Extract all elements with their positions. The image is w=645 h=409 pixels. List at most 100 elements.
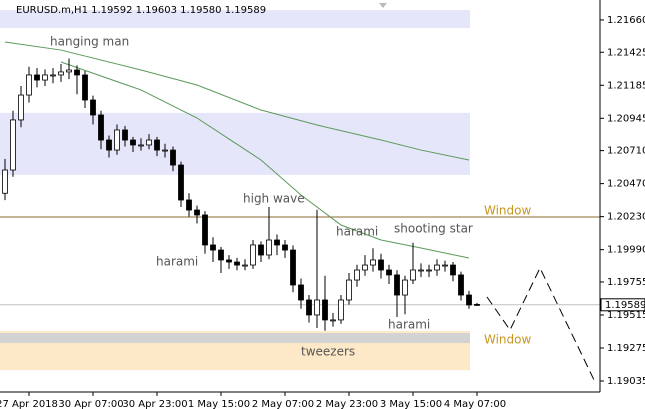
candle-body xyxy=(250,244,256,266)
candle-body xyxy=(202,214,208,246)
candle-body xyxy=(274,239,280,246)
candle-body xyxy=(298,284,304,301)
x-tick-label: 30 Apr 23:00 xyxy=(122,399,187,409)
annotation: Window xyxy=(484,333,532,347)
y-tick-label: 1.20710 xyxy=(607,146,645,157)
candle-body xyxy=(458,274,464,296)
candle-body xyxy=(394,274,400,296)
x-tick-label: 27 Apr 2018 xyxy=(0,399,58,409)
candle-body xyxy=(74,69,80,76)
annotation: harami xyxy=(336,225,378,239)
candle-body xyxy=(386,269,392,276)
price-label-box xyxy=(600,298,645,312)
price-label: 1.19589 xyxy=(605,300,645,311)
candle-body xyxy=(418,269,424,272)
candle-body xyxy=(50,74,56,77)
candle-body xyxy=(266,239,272,256)
y-tick-label: 1.21425 xyxy=(607,47,645,58)
annotation: shooting star xyxy=(394,222,473,236)
candle-body xyxy=(378,259,384,271)
annotation: tweezers xyxy=(301,345,355,359)
x-tick-label: 30 Apr 07:00 xyxy=(58,399,123,409)
y-tick-label: 1.19515 xyxy=(607,310,645,321)
shift-marker xyxy=(379,3,387,8)
y-tick-label: 1.19990 xyxy=(607,245,645,256)
candle-body xyxy=(2,169,8,194)
candle-body xyxy=(450,264,456,276)
x-tick-label: 2 May 23:00 xyxy=(316,399,378,409)
x-tick-label: 3 May 15:00 xyxy=(380,399,442,409)
candle-body xyxy=(306,299,312,316)
candle-body xyxy=(474,303,480,306)
y-tick-label: 1.19275 xyxy=(607,343,645,354)
candle-body xyxy=(442,264,448,267)
candle-body xyxy=(18,94,24,121)
zone xyxy=(0,10,470,29)
moving-average xyxy=(60,61,470,259)
y-tick-label: 1.20945 xyxy=(607,113,645,124)
x-tick-label: 2 May 07:00 xyxy=(252,399,314,409)
candle-body xyxy=(434,264,440,271)
candle-body xyxy=(218,249,224,261)
candle-body xyxy=(162,149,168,152)
y-tick-label: 1.20230 xyxy=(607,212,645,223)
candle-body xyxy=(170,149,176,166)
candle-body xyxy=(402,279,408,296)
candle-body xyxy=(210,244,216,251)
forecast-path xyxy=(486,266,596,383)
candle-body xyxy=(10,119,16,171)
candle-body xyxy=(362,264,368,271)
y-tick-label: 1.21185 xyxy=(607,80,645,91)
candle-body xyxy=(154,139,160,151)
candle-body xyxy=(186,199,192,211)
candle-body xyxy=(258,244,264,256)
candle-body xyxy=(194,209,200,216)
y-tick-label: 1.19035 xyxy=(607,376,645,387)
candle-body xyxy=(178,164,184,201)
candle-body xyxy=(106,139,112,151)
candle-body xyxy=(322,299,328,321)
candle-body xyxy=(354,269,360,281)
candle-body xyxy=(290,249,296,286)
candle-body xyxy=(426,269,432,272)
candle-body xyxy=(410,269,416,281)
candle-body xyxy=(338,299,344,321)
candle-body xyxy=(66,69,72,73)
candle-body xyxy=(314,299,320,316)
candle-body xyxy=(34,74,40,81)
candle-body xyxy=(90,99,96,116)
zone xyxy=(0,112,470,175)
candle-body xyxy=(122,129,128,141)
candle-body xyxy=(130,139,136,146)
candle-body xyxy=(466,294,472,306)
candle-body xyxy=(370,259,376,266)
candle-body xyxy=(282,244,288,251)
y-tick-label: 1.21660 xyxy=(607,15,645,26)
annotation: Window xyxy=(484,204,532,218)
zone xyxy=(0,332,470,344)
candle-body xyxy=(42,74,48,81)
candle-body xyxy=(330,319,336,322)
candle-body xyxy=(138,144,144,147)
y-tick-label: 1.19755 xyxy=(607,277,645,288)
candle-body xyxy=(26,74,32,96)
candle-body xyxy=(346,279,352,301)
y-tick-label: 1.20470 xyxy=(607,179,645,190)
annotation: harami xyxy=(156,255,198,269)
candle-body xyxy=(82,74,88,101)
candle-body xyxy=(234,261,240,266)
x-tick-label: 1 May 15:00 xyxy=(188,399,250,409)
x-tick-label: 4 May 07:00 xyxy=(444,399,506,409)
candle-body xyxy=(242,264,248,267)
annotation: hanging man xyxy=(50,35,129,49)
annotation: high wave xyxy=(243,192,305,206)
candle-body xyxy=(146,139,152,146)
candle-body xyxy=(226,259,232,263)
moving-average xyxy=(4,41,470,161)
candle-body xyxy=(58,71,64,76)
annotation: harami xyxy=(388,318,430,332)
chart-title: EURUSD.m,H1 1.19592 1.19603 1.19580 1.19… xyxy=(16,5,266,16)
candle-body xyxy=(98,114,104,141)
